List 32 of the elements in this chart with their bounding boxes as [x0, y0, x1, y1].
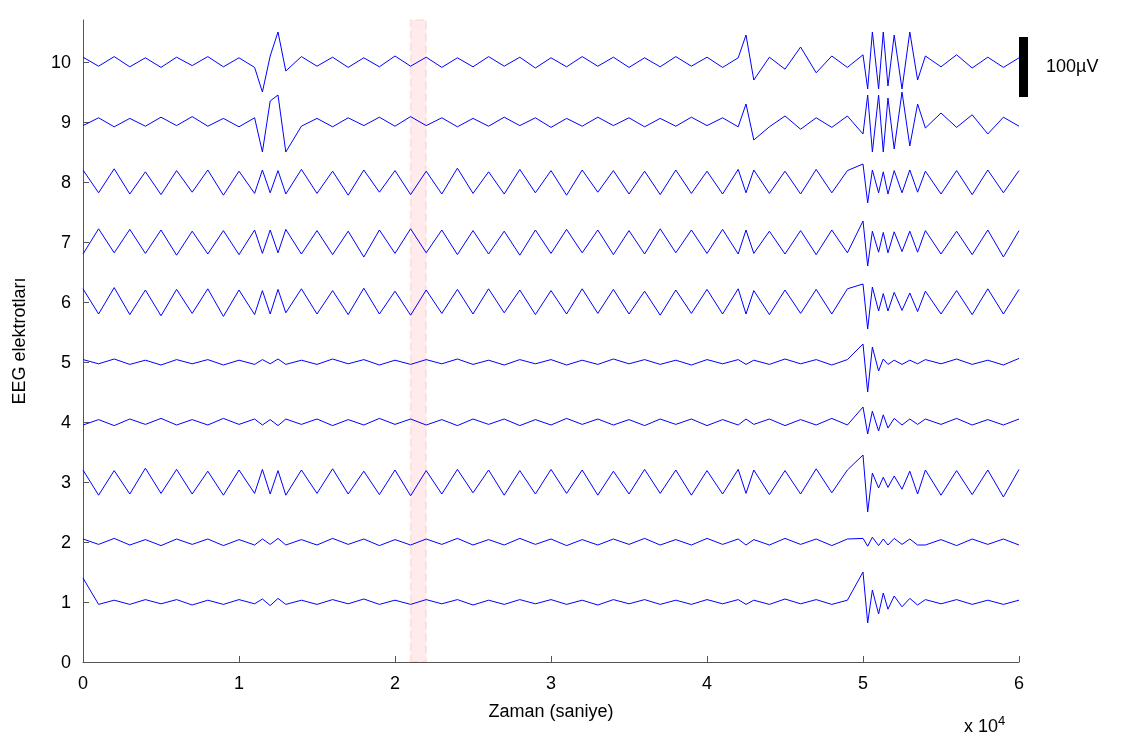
x-tick-label: 6	[1013, 673, 1025, 693]
text: x 10$^{4}$	[964, 713, 1006, 737]
line-series	[82, 283, 1020, 330]
y-axis-title: EEG elektrotları	[9, 277, 29, 405]
y-tick-label: 5	[60, 352, 71, 372]
y-tick-label: 2	[60, 532, 71, 552]
x-axis-title: Zaman (saniye)	[488, 701, 614, 721]
y-tick-label: 10	[50, 52, 71, 72]
x-tick-label: 1	[233, 673, 245, 693]
x-tick-label: 3	[545, 673, 557, 693]
y-tick-label: 1	[60, 592, 71, 612]
y-tick-label: 3	[60, 472, 71, 492]
x-tick-label: 5	[857, 673, 869, 693]
line-series	[82, 220, 1020, 267]
y-tick-label: 7	[60, 232, 71, 252]
line-series	[82, 343, 1020, 393]
line-series	[82, 406, 1020, 435]
x-tick-label: 0	[77, 673, 89, 693]
line-series	[82, 454, 1020, 513]
line-series	[82, 536, 1020, 547]
line-series	[82, 91, 1020, 153]
y-tick-label: 4	[60, 412, 71, 432]
x-tick-label: 2	[389, 673, 401, 693]
text: 100µV	[1046, 56, 1099, 77]
y-tick-label: 9	[60, 112, 71, 132]
line-series	[82, 31, 1020, 93]
y-tick-label: 8	[60, 172, 71, 192]
x-tick-label: 4	[701, 673, 713, 693]
line-series	[82, 163, 1020, 204]
y-tick-label: 0	[60, 652, 71, 672]
y-tick-label: 6	[60, 292, 71, 312]
line-series	[82, 571, 1020, 624]
